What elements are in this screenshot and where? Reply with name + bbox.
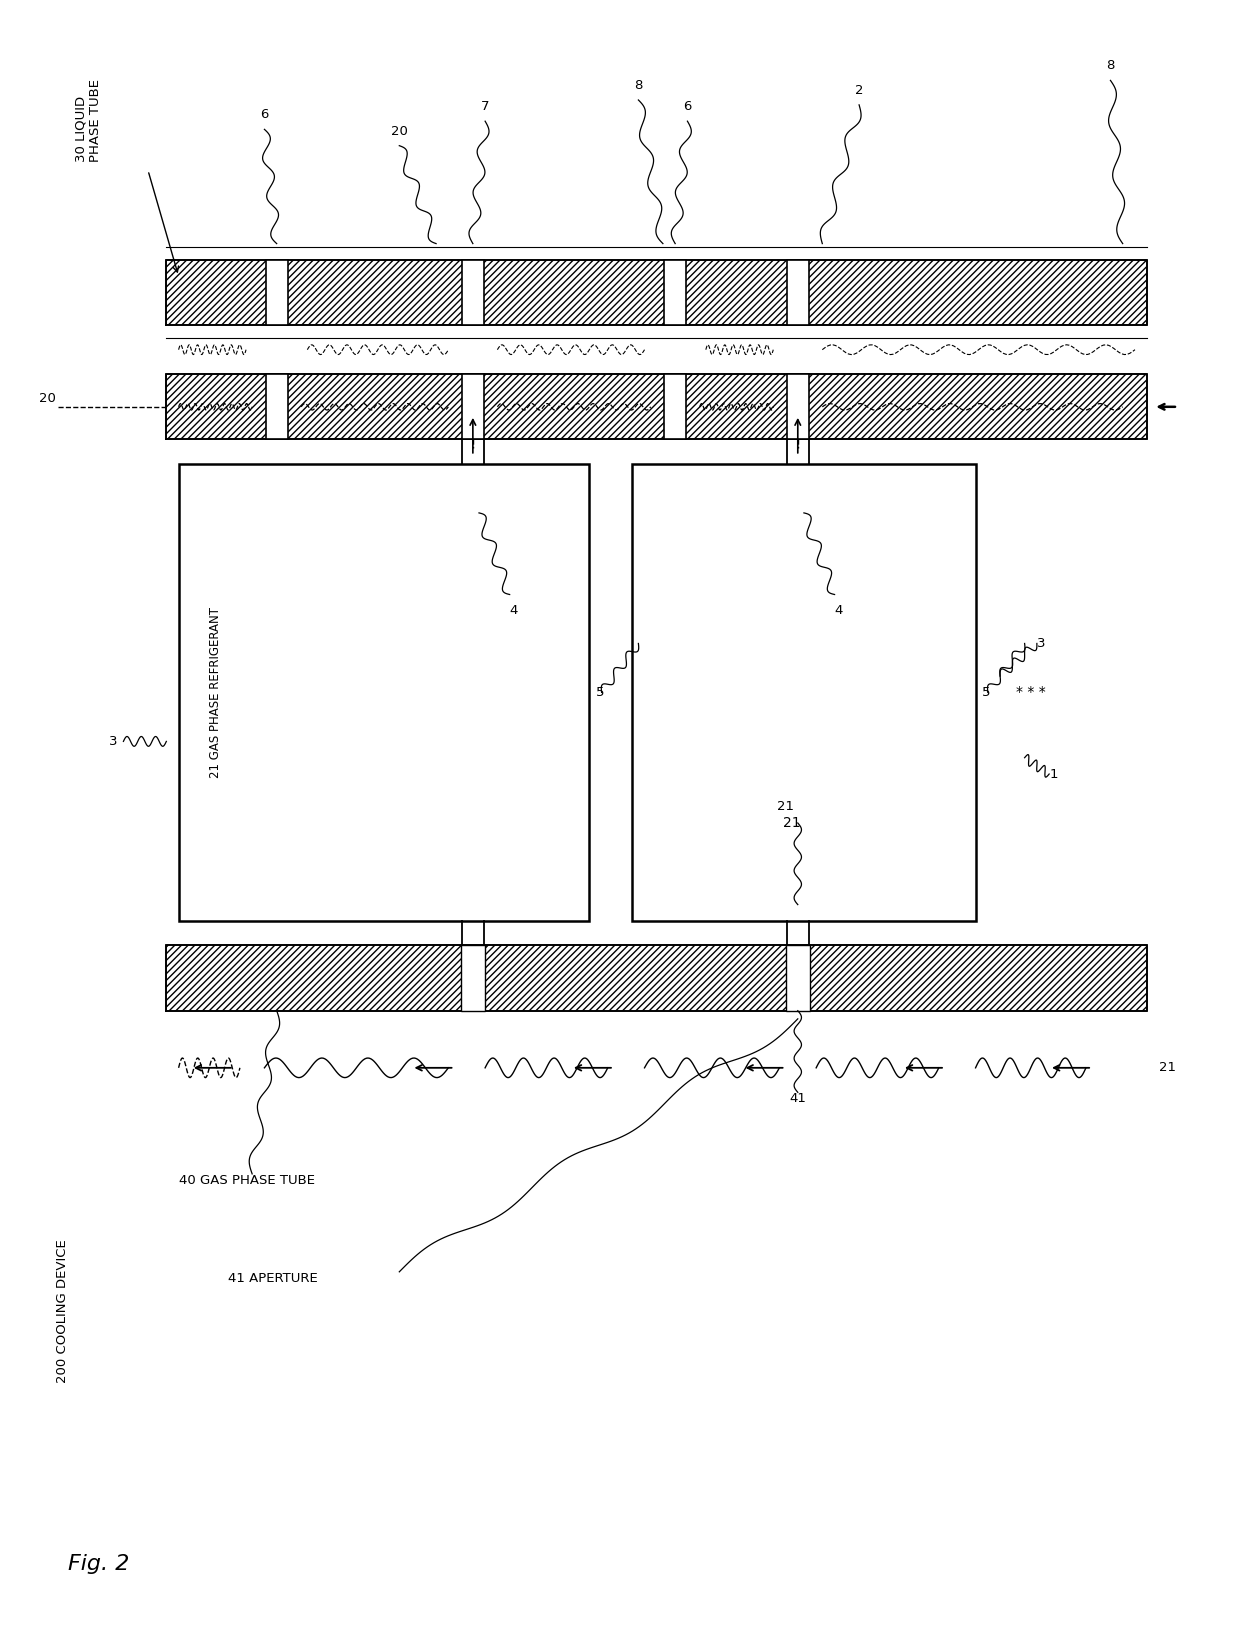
Text: 4: 4 bbox=[510, 604, 518, 617]
Bar bbox=[786, 374, 808, 439]
Bar bbox=[786, 260, 808, 326]
Text: 30 LIQUID
PHASE TUBE: 30 LIQUID PHASE TUBE bbox=[74, 79, 103, 161]
Text: 6: 6 bbox=[683, 100, 692, 114]
Text: 41: 41 bbox=[790, 1093, 806, 1106]
Bar bbox=[461, 260, 484, 326]
Bar bbox=[166, 260, 1147, 326]
Text: 20: 20 bbox=[40, 392, 56, 405]
Text: * * *: * * * bbox=[1016, 685, 1045, 700]
Bar bbox=[460, 945, 485, 1011]
Bar bbox=[665, 260, 686, 326]
Text: 3: 3 bbox=[1037, 637, 1045, 650]
Text: 4: 4 bbox=[835, 604, 843, 617]
Text: 2: 2 bbox=[854, 84, 863, 97]
Bar bbox=[632, 464, 976, 920]
Text: 200 COOLING DEVICE: 200 COOLING DEVICE bbox=[56, 1239, 69, 1383]
Bar bbox=[179, 464, 589, 920]
Bar bbox=[166, 945, 1147, 1011]
Bar bbox=[265, 260, 288, 326]
Bar bbox=[265, 374, 288, 439]
Text: 21: 21 bbox=[777, 800, 794, 813]
Bar bbox=[785, 945, 810, 1011]
Text: 3: 3 bbox=[109, 734, 118, 747]
Text: 21: 21 bbox=[782, 816, 801, 830]
Bar bbox=[166, 374, 1147, 439]
Text: 5: 5 bbox=[982, 686, 991, 700]
Text: 20: 20 bbox=[391, 125, 408, 138]
Text: 8: 8 bbox=[1106, 59, 1115, 72]
Text: 21 GAS PHASE REFRIGERANT: 21 GAS PHASE REFRIGERANT bbox=[210, 607, 222, 779]
Text: 5: 5 bbox=[595, 686, 604, 700]
Text: 7: 7 bbox=[481, 100, 490, 114]
Text: 21: 21 bbox=[1159, 1062, 1177, 1075]
Text: 6: 6 bbox=[260, 109, 269, 122]
Text: 8: 8 bbox=[634, 79, 642, 92]
Text: 1: 1 bbox=[1049, 767, 1058, 780]
Bar bbox=[665, 374, 686, 439]
Text: Fig. 2: Fig. 2 bbox=[68, 1554, 130, 1574]
Text: 41 APERTURE: 41 APERTURE bbox=[228, 1272, 317, 1286]
Bar bbox=[461, 374, 484, 439]
Text: 40 GAS PHASE TUBE: 40 GAS PHASE TUBE bbox=[179, 1174, 315, 1187]
